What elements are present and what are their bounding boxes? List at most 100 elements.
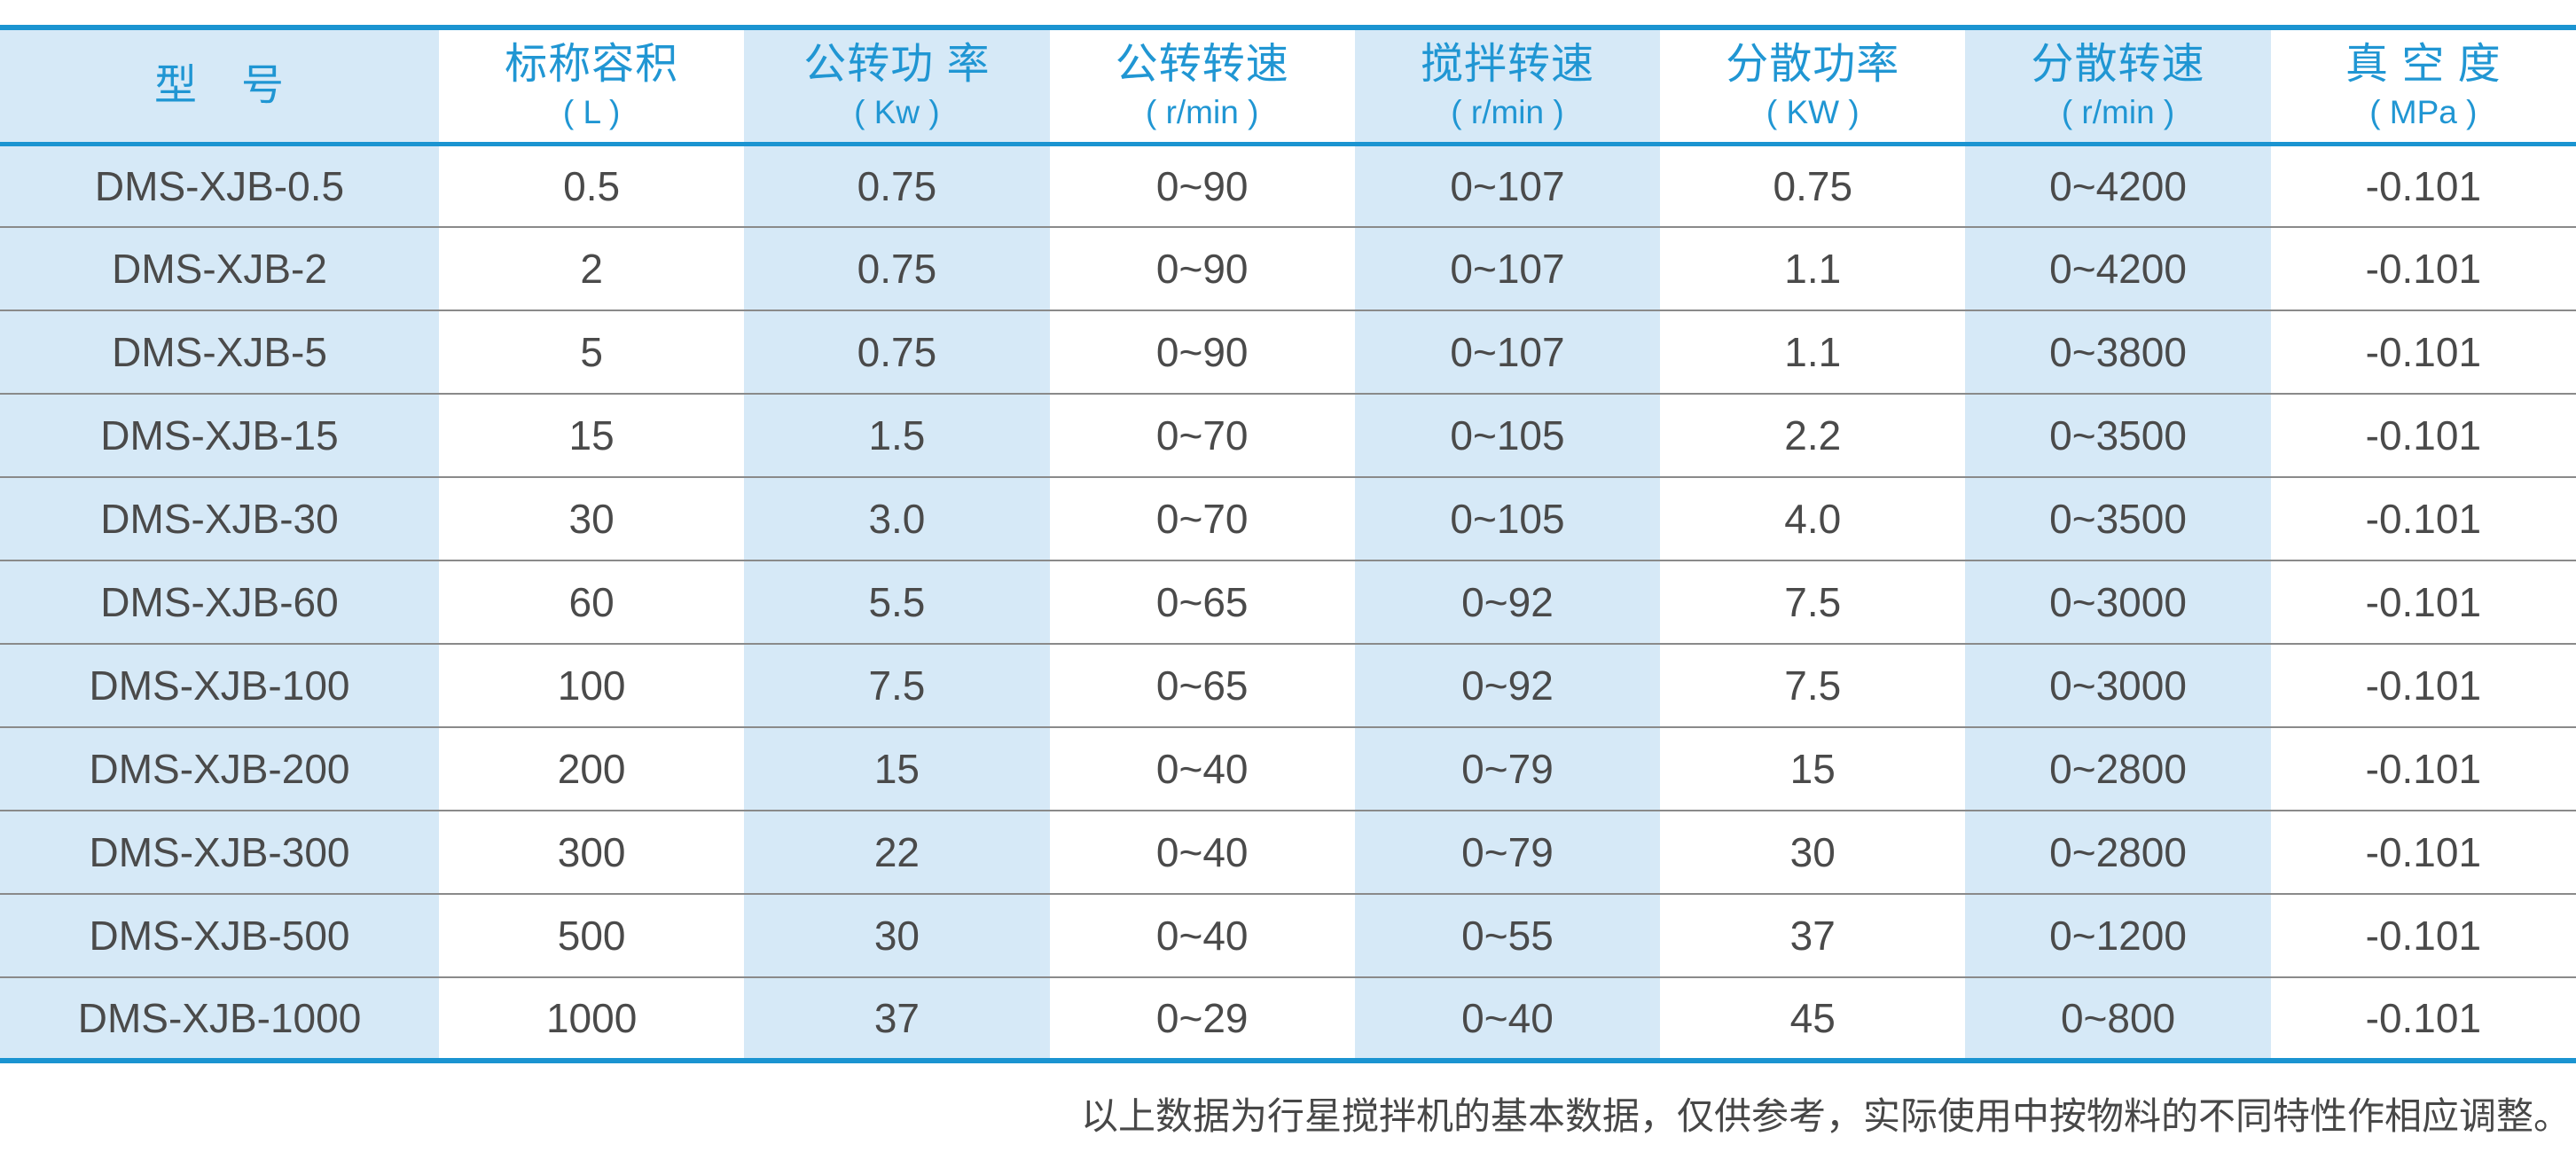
column-label: 公转转速 (1115, 40, 1289, 88)
value-cell: 0~107 (1354, 144, 1661, 227)
model-cell: DMS-XJB-500 (0, 893, 439, 977)
header-row: 型 号标称容积( L ) 公转功 率( Kw ) 公转转速( r/min ) 搅拌转速… (0, 27, 2576, 146)
value-cell: 0~4200 (1965, 226, 2271, 310)
column-header: 标称容积 ( L ) (439, 27, 745, 146)
value-cell: -0.101 (2270, 226, 2576, 310)
value-cell: 1.5 (744, 393, 1050, 477)
value-cell: 0~105 (1354, 393, 1661, 477)
column-label: 分散转速 (2031, 40, 2205, 88)
model-cell: DMS-XJB-60 (0, 560, 439, 644)
column-label: 标称容积 (505, 40, 679, 88)
table-row: DMS-XJB-5 5 0.75 0~90 0~107 1.1 0~3800 -0.101 (0, 310, 2576, 394)
table-row: DMS-XJB-100 100 7.5 0~65 0~92 7.5 0~3000 -0.101 (0, 643, 2576, 727)
value-cell: 2.2 (1660, 393, 1966, 477)
value-cell: 0~2800 (1965, 810, 2271, 894)
value-cell: 1.1 (1660, 226, 1966, 310)
model-cell: DMS-XJB-15 (0, 393, 439, 477)
value-cell: 0~3500 (1965, 476, 2271, 560)
table-row: DMS-XJB-200 200 15 0~40 0~79 15 0~2800 -0.101 (0, 726, 2576, 811)
table-row: DMS-XJB-2 2 0.75 0~90 0~107 1.1 0~4200 -0.101 (0, 226, 2576, 310)
value-cell: 0~90 (1049, 144, 1355, 227)
spec-table: 型 号标称容积( L ) 公转功 率( Kw ) 公转转速( r/min ) 搅拌转速… (0, 25, 2576, 1063)
table-row: DMS-XJB-15 15 1.5 0~70 0~105 2.2 0~3500 -0.101 (0, 393, 2576, 477)
model-cell: DMS-XJB-200 (0, 726, 439, 811)
value-cell: 0~4200 (1965, 144, 2271, 227)
value-cell: 0~70 (1049, 393, 1355, 477)
column-header: 公转转速 ( r/min ) (1049, 27, 1355, 146)
column-label: 真 空 度 (2345, 40, 2502, 88)
value-cell: 0.75 (744, 144, 1050, 227)
column-header: 公转功 率 ( Kw ) (744, 27, 1050, 146)
value-cell: 37 (1660, 893, 1966, 977)
value-cell: 500 (439, 893, 745, 977)
column-header: 搅拌转速 ( r/min ) (1354, 27, 1661, 146)
value-cell: 0~90 (1049, 226, 1355, 310)
value-cell: -0.101 (2270, 476, 2576, 560)
value-cell: -0.101 (2270, 726, 2576, 811)
value-cell: 15 (744, 726, 1050, 811)
value-cell: 2 (439, 226, 745, 310)
value-cell: 300 (439, 810, 745, 894)
value-cell: -0.101 (2270, 643, 2576, 727)
value-cell: 100 (439, 643, 745, 727)
column-header: 真 空 度 ( MPa ) (2270, 27, 2576, 146)
column-unit: ( L ) (562, 93, 621, 130)
value-cell: 0~65 (1049, 560, 1355, 644)
value-cell: 200 (439, 726, 745, 811)
column-unit: ( r/min ) (2061, 93, 2175, 130)
value-cell: 4.0 (1660, 476, 1966, 560)
value-cell: 15 (1660, 726, 1966, 811)
column-unit: ( MPa ) (2369, 93, 2478, 130)
model-cell: DMS-XJB-2 (0, 226, 439, 310)
value-cell: 0~3000 (1965, 560, 2271, 644)
table-row: DMS-XJB-1000 1000 37 0~29 0~40 45 0~800 -0.101 (0, 976, 2576, 1061)
value-cell: 0~79 (1354, 726, 1661, 811)
value-cell: 0.75 (744, 226, 1050, 310)
value-cell: -0.101 (2270, 560, 2576, 644)
value-cell: 0~3800 (1965, 310, 2271, 394)
value-cell: -0.101 (2270, 893, 2576, 977)
model-cell: DMS-XJB-1000 (0, 976, 439, 1061)
value-cell: 30 (1660, 810, 1966, 894)
column-unit: ( Kw ) (854, 93, 940, 130)
value-cell: 0.5 (439, 144, 745, 227)
value-cell: 0~1200 (1965, 893, 2271, 977)
value-cell: 1000 (439, 976, 745, 1061)
column-unit: ( r/min ) (1145, 93, 1259, 130)
value-cell: 0~90 (1049, 310, 1355, 394)
value-cell: 0~107 (1354, 310, 1661, 394)
value-cell: 3.0 (744, 476, 1050, 560)
value-cell: 1.1 (1660, 310, 1966, 394)
column-label: 搅拌转速 (1420, 40, 1594, 88)
value-cell: 30 (744, 893, 1050, 977)
value-cell: 0~40 (1354, 976, 1661, 1061)
value-cell: 45 (1660, 976, 1966, 1061)
value-cell: 7.5 (1660, 560, 1966, 644)
value-cell: 0~2800 (1965, 726, 2271, 811)
value-cell: 0~79 (1354, 810, 1661, 894)
value-cell: 0~105 (1354, 476, 1661, 560)
value-cell: 15 (439, 393, 745, 477)
table-row: DMS-XJB-30 30 3.0 0~70 0~105 4.0 0~3500 -0.101 (0, 476, 2576, 560)
value-cell: 7.5 (1660, 643, 1966, 727)
model-cell: DMS-XJB-30 (0, 476, 439, 560)
column-unit: ( KW ) (1766, 93, 1860, 130)
value-cell: 0~107 (1354, 226, 1661, 310)
value-cell: 0~65 (1049, 643, 1355, 727)
value-cell: 30 (439, 476, 745, 560)
column-label: 分散功率 (1726, 40, 1900, 88)
column-header: 分散功率 ( KW ) (1660, 27, 1966, 146)
value-cell: -0.101 (2270, 144, 2576, 227)
model-cell: DMS-XJB-100 (0, 643, 439, 727)
column-label: 型 号 (153, 61, 285, 109)
value-cell: 5.5 (744, 560, 1050, 644)
model-cell: DMS-XJB-5 (0, 310, 439, 394)
value-cell: 0~92 (1354, 643, 1661, 727)
table-row: DMS-XJB-0.5 0.5 0.75 0~90 0~107 0.75 0~4200 -0.… (0, 144, 2576, 227)
model-cell: DMS-XJB-300 (0, 810, 439, 894)
table-body: DMS-XJB-0.5 0.5 0.75 0~90 0~107 0.75 0~4200 -0.… (0, 144, 2576, 1061)
column-header: 型 号 (0, 27, 439, 146)
value-cell: -0.101 (2270, 393, 2576, 477)
column-unit: ( r/min ) (1451, 93, 1564, 130)
